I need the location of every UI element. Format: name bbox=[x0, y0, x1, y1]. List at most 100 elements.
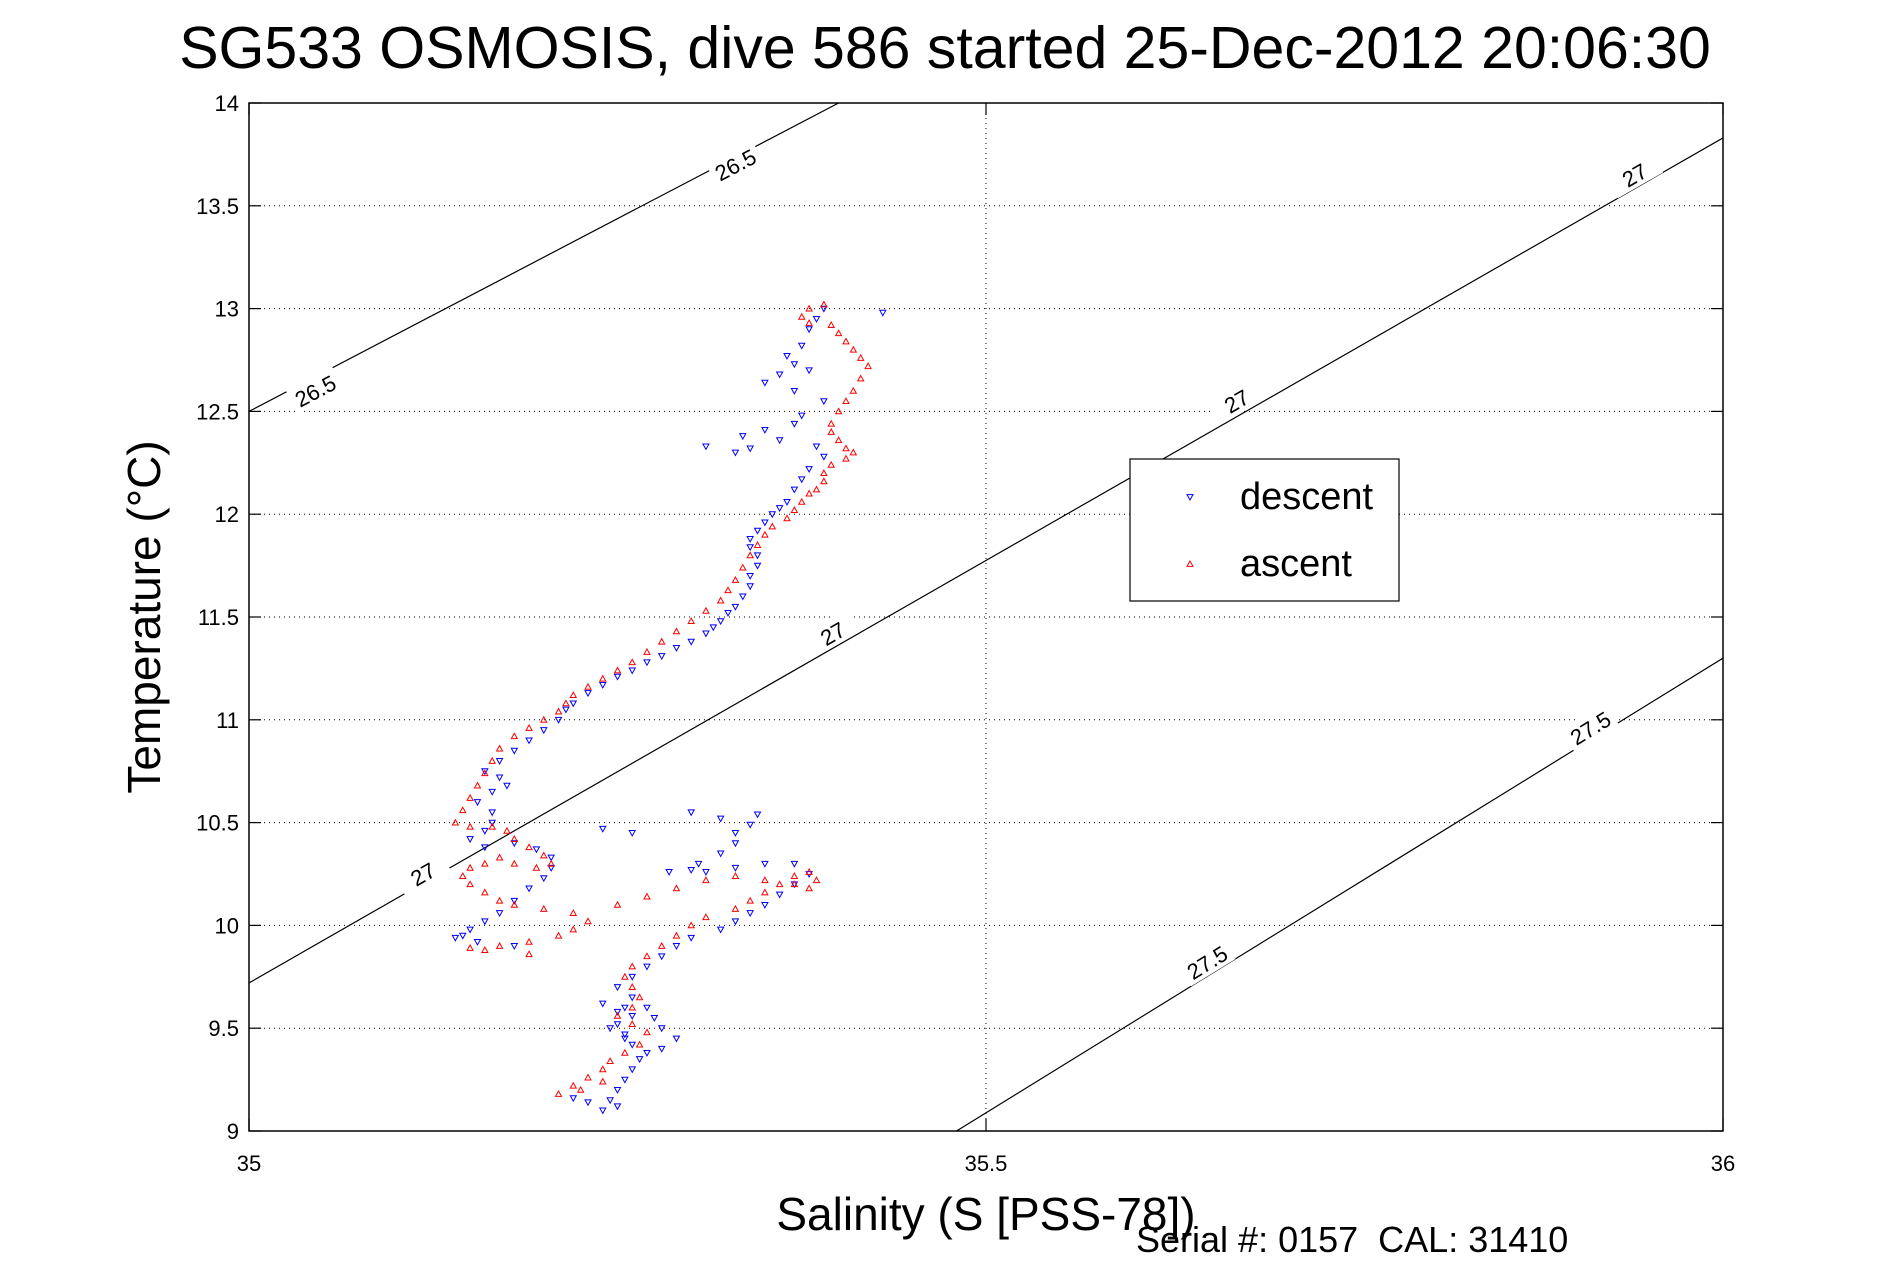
ascent-point bbox=[834, 436, 843, 444]
ascent-point bbox=[598, 1065, 607, 1073]
descent-point bbox=[621, 1004, 629, 1012]
descent-point bbox=[724, 609, 732, 617]
x-tick-label: 35.5 bbox=[965, 1151, 1008, 1176]
ascent-point bbox=[635, 993, 644, 1001]
ascent-point bbox=[643, 1028, 651, 1036]
ascent-point bbox=[495, 744, 504, 752]
ascent-point bbox=[628, 962, 637, 970]
ascent-point bbox=[790, 872, 799, 879]
descent-point bbox=[746, 821, 755, 829]
ascent-point bbox=[812, 485, 821, 493]
contour-labels: 26.5 26.5 27 27 27 27 27.5 27.5 bbox=[285, 140, 1664, 987]
ascent-point bbox=[554, 931, 563, 939]
contour-label-group: 26.5 bbox=[705, 140, 765, 188]
ascent-point bbox=[547, 859, 556, 867]
ascent-point bbox=[702, 606, 710, 614]
descent-point bbox=[480, 768, 489, 776]
contour-label-bg bbox=[705, 140, 765, 188]
y-tick-label: 9.5 bbox=[208, 1016, 239, 1041]
descent-point bbox=[613, 1021, 622, 1029]
ascent-point bbox=[466, 793, 474, 801]
ascent-point bbox=[569, 691, 578, 699]
ascent-point bbox=[466, 822, 474, 830]
descent-point bbox=[466, 926, 474, 934]
y-axis-label: Temperature (°C) bbox=[118, 440, 170, 793]
descent-point bbox=[495, 758, 504, 765]
descent-point bbox=[702, 443, 710, 451]
ascent-point bbox=[576, 1085, 585, 1093]
descent-point bbox=[598, 1107, 607, 1115]
ascent-point bbox=[768, 522, 777, 530]
descent-point bbox=[716, 850, 725, 858]
descent-point bbox=[613, 1008, 622, 1016]
ascent-point bbox=[716, 596, 725, 604]
grid-lines bbox=[249, 103, 1723, 1131]
ascent-point bbox=[539, 851, 548, 859]
descent-point bbox=[473, 799, 482, 807]
ascent-point bbox=[805, 867, 813, 875]
contour-label-group: 27 bbox=[1605, 149, 1664, 199]
ascent-point bbox=[805, 489, 813, 497]
descent-point bbox=[672, 943, 681, 950]
ascent-point bbox=[539, 715, 548, 723]
descent-point bbox=[790, 387, 799, 395]
ascent-point bbox=[510, 859, 519, 867]
descent-point bbox=[753, 552, 762, 560]
descent-point bbox=[738, 433, 747, 441]
descent-point bbox=[761, 519, 769, 527]
y-tick-label: 10.5 bbox=[196, 811, 239, 836]
descent-point bbox=[672, 644, 681, 652]
descent-point bbox=[746, 445, 755, 453]
ascent-point bbox=[621, 1048, 629, 1056]
y-tick-label: 11 bbox=[216, 708, 239, 733]
descent-point bbox=[797, 476, 806, 484]
ascent-point bbox=[584, 682, 592, 690]
descent-point bbox=[621, 1035, 629, 1043]
descent-point bbox=[797, 412, 806, 420]
ascent-point bbox=[753, 541, 762, 548]
ascent-point bbox=[480, 946, 489, 953]
ascent-point bbox=[783, 514, 791, 522]
plot-area-frame bbox=[248, 102, 1724, 1132]
descent-point bbox=[805, 367, 813, 375]
ascent-point bbox=[466, 863, 474, 871]
descent-point bbox=[628, 1012, 637, 1020]
ascent-point bbox=[724, 586, 732, 594]
ascent-point bbox=[849, 448, 858, 456]
ascent-point bbox=[820, 300, 828, 308]
descent-point bbox=[628, 667, 637, 675]
descent-point bbox=[532, 846, 541, 854]
descent-point bbox=[480, 844, 489, 852]
ascent-point bbox=[827, 321, 836, 328]
isopycnal-27 bbox=[249, 137, 1723, 984]
ascent-point bbox=[598, 1077, 607, 1085]
ascent-point bbox=[790, 506, 799, 513]
ascent-point bbox=[554, 707, 563, 715]
descent-point bbox=[569, 700, 578, 708]
ascent-point bbox=[657, 637, 666, 645]
y-tick-label: 12.5 bbox=[196, 399, 239, 424]
ascent-point bbox=[812, 876, 821, 884]
descent-point bbox=[584, 1099, 592, 1107]
ascent-point bbox=[672, 884, 681, 892]
ascent-point bbox=[775, 880, 784, 888]
y-tick-label: 14 bbox=[215, 91, 239, 116]
descent-point bbox=[635, 1056, 644, 1064]
descent-point bbox=[657, 1025, 666, 1033]
descent-point bbox=[694, 860, 703, 868]
descent-point bbox=[812, 443, 821, 451]
descent-point bbox=[702, 869, 710, 876]
descent-point bbox=[480, 918, 489, 926]
ascent-point bbox=[842, 337, 850, 345]
ascent-point bbox=[525, 843, 533, 851]
ascent-point bbox=[643, 892, 651, 900]
descent-point bbox=[746, 544, 755, 552]
ascent-point bbox=[488, 756, 497, 764]
descent-point bbox=[687, 638, 696, 646]
ascent-point bbox=[598, 674, 607, 682]
descent-point bbox=[731, 840, 740, 848]
chart-title: SG533 OSMOSIS, dive 586 started 25-Dec-2… bbox=[179, 15, 1711, 81]
descent-point bbox=[790, 486, 799, 494]
isopycnal-contours bbox=[249, 103, 1723, 1131]
ascent-point bbox=[820, 469, 828, 476]
